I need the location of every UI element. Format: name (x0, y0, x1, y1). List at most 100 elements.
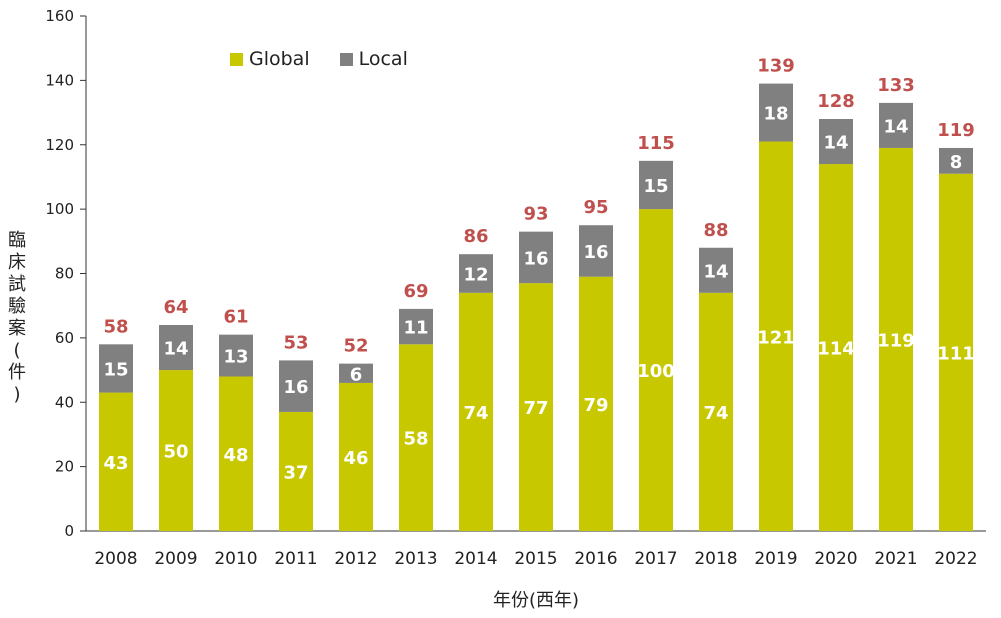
y-axis-label-char: 案 (8, 318, 26, 339)
total-label: 115 (637, 133, 675, 154)
y-tick-label: 100 (45, 200, 74, 218)
legend-label-local: Local (358, 48, 408, 70)
legend-label-global: Global (249, 48, 310, 70)
x-tick-label: 2008 (94, 549, 137, 569)
data-label-global: 37 (283, 462, 308, 483)
y-axis-label-char: 試 (8, 274, 26, 295)
data-label-local: 6 (350, 364, 363, 385)
data-label-global: 48 (223, 445, 248, 466)
data-label-global: 43 (103, 453, 128, 474)
bar-global (159, 370, 193, 531)
total-label: 95 (583, 197, 608, 218)
bar-local (459, 254, 493, 293)
x-tick-label: 2014 (454, 549, 497, 569)
total-label: 52 (343, 336, 368, 357)
legend-swatch-local (339, 52, 353, 66)
x-axis-label: 年份(西年) (493, 590, 579, 611)
legend-swatch-global (230, 52, 243, 66)
legend: Global Local (230, 48, 408, 70)
bar-global (819, 164, 853, 531)
bar-local (699, 247, 733, 293)
y-tick-label: 0 (64, 522, 74, 540)
y-tick-label: 80 (55, 265, 74, 283)
legend-item-global: Global (230, 48, 310, 70)
data-label-global: 79 (583, 395, 608, 416)
bar-local (579, 225, 613, 277)
total-label: 88 (703, 220, 728, 241)
y-axis-label-char: ) (13, 384, 21, 405)
total-label: 64 (163, 297, 188, 318)
bar-global (339, 382, 373, 531)
x-tick-label: 2017 (634, 549, 677, 569)
x-tick-label: 2019 (754, 549, 797, 569)
total-label: 61 (223, 307, 248, 328)
y-tick-label: 120 (45, 136, 74, 154)
x-tick-label: 2013 (394, 549, 437, 569)
bar-global (219, 376, 253, 531)
data-label-local: 11 (403, 318, 428, 339)
data-label-local: 14 (703, 261, 728, 282)
bar-local (279, 360, 313, 412)
y-axis-label: 臨床試驗案(件) (2, 230, 32, 406)
x-tick-label: 2020 (814, 549, 857, 569)
data-label-local: 14 (883, 116, 908, 137)
y-axis-label-char: 驗 (8, 296, 26, 317)
bar-global (699, 292, 733, 531)
y-tick-label: 20 (55, 458, 74, 476)
total-label: 53 (283, 332, 308, 353)
bar-local (939, 147, 973, 174)
y-axis-label-char: 件 (8, 362, 26, 383)
data-label-global: 74 (463, 403, 488, 424)
bar-local (339, 363, 373, 383)
data-label-global: 100 (637, 361, 675, 382)
total-label: 93 (523, 204, 548, 225)
data-label-local: 16 (583, 242, 608, 263)
data-label-global: 114 (817, 339, 855, 360)
bar-local (759, 83, 793, 142)
x-tick-label: 2010 (214, 549, 257, 569)
y-axis-label-char: 床 (8, 252, 26, 273)
data-label-local: 8 (950, 152, 963, 173)
bar-local (639, 160, 673, 210)
data-label-local: 15 (103, 359, 128, 380)
data-label-local: 16 (523, 248, 548, 269)
total-label: 139 (757, 56, 795, 77)
y-tick-label: 40 (55, 393, 74, 411)
x-tick-label: 2011 (274, 549, 317, 569)
bar-local (219, 334, 253, 377)
bar-local (819, 119, 853, 165)
bar-local (99, 344, 133, 393)
data-label-local: 16 (283, 377, 308, 398)
y-axis-label-char: 臨 (8, 230, 26, 251)
y-tick-label: 140 (45, 71, 74, 89)
x-tick-label: 2022 (934, 549, 977, 569)
bar-global (279, 411, 313, 531)
total-label: 119 (937, 120, 975, 141)
data-label-global: 111 (937, 343, 975, 364)
legend-item-local: Local (339, 48, 408, 70)
x-tick-label: 2018 (694, 549, 737, 569)
bar-global (759, 141, 793, 531)
bar-local (519, 231, 553, 284)
bar-global (99, 392, 133, 531)
data-label-global: 58 (403, 429, 428, 450)
total-label: 133 (877, 75, 915, 96)
data-label-local: 18 (763, 104, 788, 125)
data-label-global: 77 (523, 398, 548, 419)
y-tick-label: 160 (45, 7, 74, 25)
data-label-local: 14 (163, 339, 188, 360)
bar-local (879, 102, 913, 148)
data-label-global: 121 (757, 327, 795, 348)
bar-local (399, 308, 433, 345)
total-label: 128 (817, 91, 855, 112)
total-label: 69 (403, 281, 428, 302)
data-label-global: 50 (163, 442, 188, 463)
axes: 0 20 40 60 80 100 120 140 160 2008 2009 2010 2011 201… (45, 7, 986, 569)
data-label-global: 74 (703, 403, 728, 424)
data-label-local: 12 (463, 265, 488, 286)
bar-global (519, 283, 553, 531)
bar-global (399, 344, 433, 531)
data-label-local: 13 (223, 347, 248, 368)
x-tick-label: 2012 (334, 549, 377, 569)
